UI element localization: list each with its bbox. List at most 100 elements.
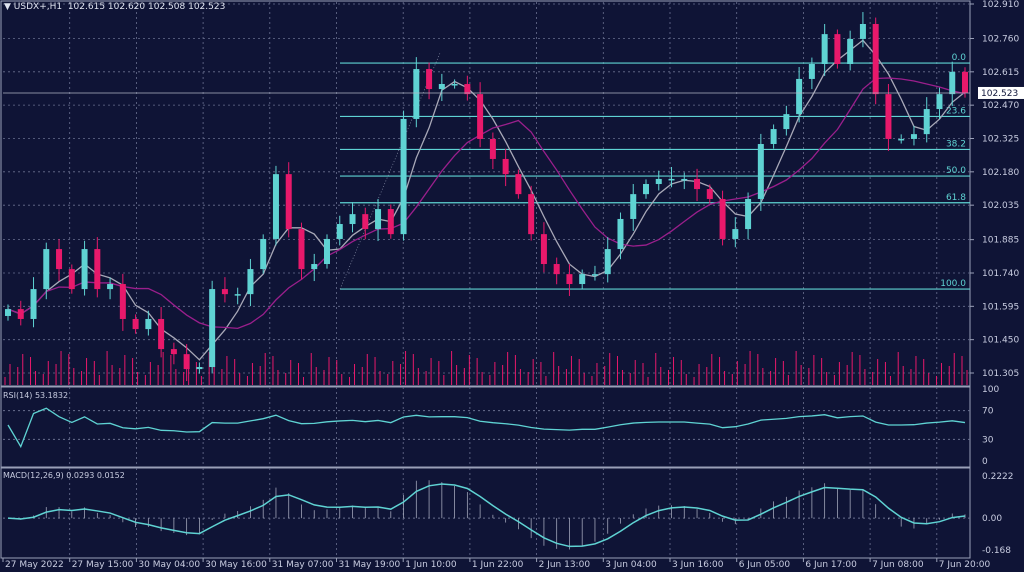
candle-bearish [834, 34, 841, 65]
candle-bullish [923, 109, 930, 135]
ohlc-high: 102.620 [107, 2, 146, 12]
collapse-triangle-icon[interactable]: ▼ [4, 2, 11, 12]
candle-bearish [553, 264, 560, 275]
candle-bearish [528, 194, 535, 235]
candle-bullish [311, 264, 318, 270]
x-tick-label: 1 Jun 22:00 [472, 560, 524, 570]
candle-bearish [298, 229, 305, 270]
candle-bullish [260, 238, 267, 270]
candle-bullish [643, 184, 649, 195]
x-tick-label: 3 Jun 16:00 [672, 560, 724, 570]
candle-bullish [438, 84, 445, 90]
candle-bullish [209, 289, 216, 368]
price-tick-label: 102.035 [982, 201, 1019, 211]
ohlc-close: 102.523 [188, 2, 226, 12]
price-tick-label: 102.615 [982, 68, 1019, 78]
x-tick-label: 27 May 15:00 [72, 560, 134, 570]
price-tick-label: 101.305 [982, 369, 1019, 379]
candle-bullish [413, 69, 420, 119]
x-tick-label: 2 Jun 13:00 [539, 560, 591, 570]
fib-level-label: 100.0 [940, 279, 966, 289]
candle-bullish [630, 194, 637, 219]
candle-bearish [387, 209, 394, 235]
ohlc-low: 102.508 [148, 2, 186, 12]
rsi-tick-label: 100 [982, 385, 999, 395]
candle-bullish [5, 309, 11, 316]
x-tick-label: 30 May 04:00 [138, 560, 200, 570]
candle-bearish [515, 174, 522, 195]
candle-bullish [617, 218, 624, 250]
rsi-tick-label: 0 [982, 457, 988, 467]
x-tick-label: 6 Jun 17:00 [805, 560, 857, 570]
candle-bullish [859, 24, 866, 39]
candle-bullish [847, 38, 854, 65]
symbol-label: USDX+,H1 [13, 2, 63, 12]
price-tick-label: 102.325 [982, 134, 1019, 144]
candle-bullish [349, 214, 356, 225]
candle-bullish [81, 249, 88, 290]
fib-level-label: 61.8 [946, 193, 966, 203]
candle-bullish [604, 249, 611, 275]
candle-bearish [540, 234, 547, 265]
fib-level-label: 38.2 [946, 139, 966, 149]
current-price-box [978, 86, 1024, 99]
candle-bearish [170, 349, 177, 355]
rsi-tick-label: 70 [982, 407, 994, 417]
candle-bullish [107, 284, 114, 290]
candle-bearish [158, 318, 165, 350]
macd-tick-label: 0.00 [982, 514, 1002, 524]
x-tick-label: 27 May 2022 [5, 560, 64, 570]
candle-bearish [464, 84, 471, 95]
x-tick-label: 1 Jun 10:00 [405, 560, 457, 570]
candle-bearish [489, 138, 496, 159]
x-tick-label: 31 May 07:00 [272, 560, 334, 570]
candle-bearish [362, 214, 369, 230]
candle-bullish [324, 238, 330, 265]
panel-frame [0, 385, 971, 469]
x-tick-label: 6 Jun 05:00 [739, 560, 791, 570]
macd-title: MACD(12,26,9) 0.0293 0.0152 [3, 471, 125, 480]
rsi-title: RSI(14) 53.1832 [3, 391, 69, 400]
candle-bearish [706, 189, 713, 199]
candle-bullish [821, 34, 828, 65]
candle-bearish [56, 249, 63, 270]
candle-bearish [119, 284, 126, 319]
price-tick-label: 101.595 [982, 302, 1019, 312]
ma-fast-line [7, 39, 966, 361]
price-tick-label: 102.760 [982, 34, 1019, 44]
candle-bearish [566, 274, 573, 285]
candle-bearish [694, 178, 701, 190]
rsi-line [7, 407, 966, 449]
price-tick-label: 101.740 [982, 269, 1019, 279]
macd-tick-label: -0.168 [982, 546, 1011, 556]
candle-bearish [502, 158, 509, 175]
candle-bullish [745, 198, 752, 230]
candle-bullish [681, 178, 688, 181]
candle-bearish [183, 354, 190, 370]
candle-bearish [68, 269, 75, 290]
candle-bearish [719, 198, 726, 239]
x-tick-label: 31 May 19:00 [339, 560, 401, 570]
price-tick-label: 102.470 [982, 101, 1019, 111]
current-price-label: 102.523 [981, 89, 1018, 99]
candle-bearish [132, 318, 139, 330]
fib-trend-line [339, 52, 441, 290]
candle-bullish [247, 269, 254, 295]
candle-bullish [272, 174, 279, 239]
candle-bullish [196, 367, 203, 370]
candle-bullish [591, 274, 598, 276]
candle-bullish [668, 178, 675, 181]
fib-level-label: 23.6 [946, 106, 966, 116]
candle-bullish [898, 138, 905, 141]
candle-bullish [936, 94, 943, 110]
candle-bearish [285, 174, 292, 230]
price-tick-label: 101.885 [982, 236, 1019, 246]
panel-frame [0, 0, 971, 388]
ma-slow-line [7, 77, 966, 330]
candle-bullish [400, 118, 407, 235]
price-tick-label: 101.450 [982, 336, 1019, 346]
candle-bearish [426, 69, 433, 90]
